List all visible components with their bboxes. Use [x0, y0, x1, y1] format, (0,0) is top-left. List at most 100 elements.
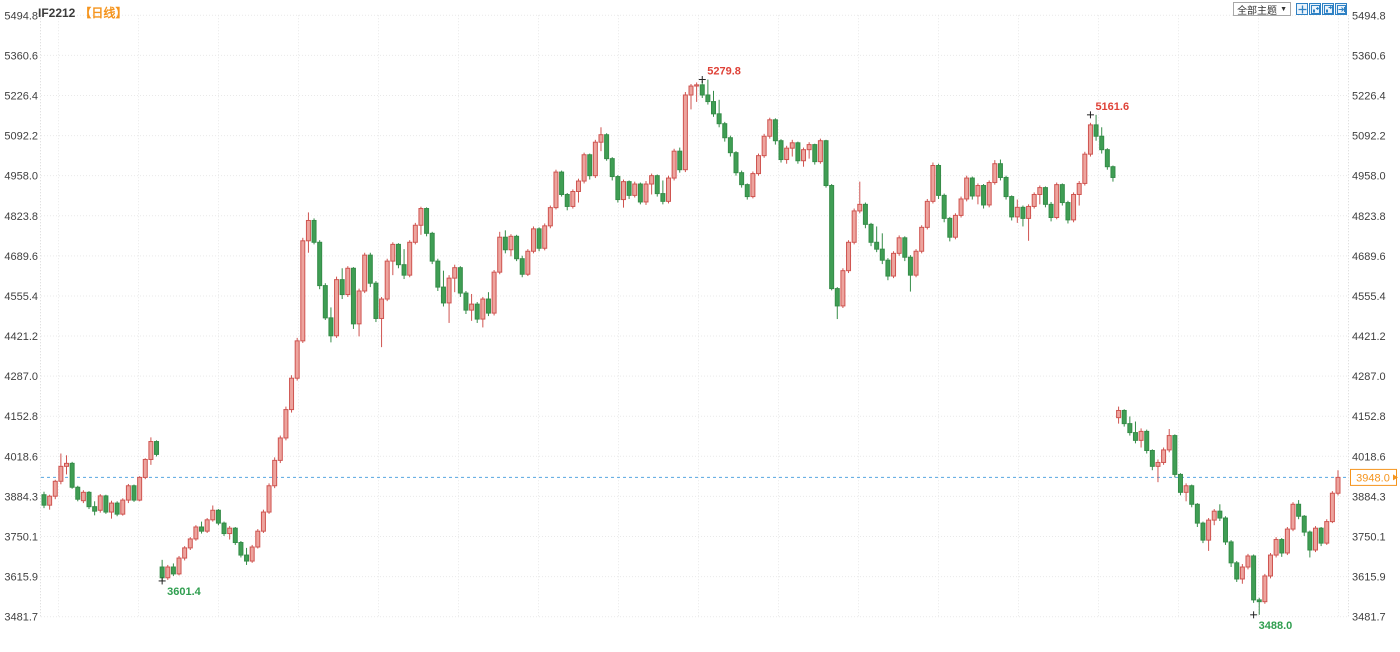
page-right-icon[interactable]: [1322, 3, 1334, 15]
candle-body: [1307, 531, 1313, 551]
candle-body: [570, 190, 576, 207]
candle-body: [266, 485, 272, 513]
candle-body: [367, 254, 373, 284]
candle-body: [812, 144, 818, 163]
chart-title: IF2212 【日线】: [38, 4, 127, 21]
candle-body: [823, 140, 829, 187]
candle-body: [272, 459, 278, 487]
candle-body: [221, 522, 227, 535]
candle-body: [1251, 555, 1257, 601]
candle-body: [665, 177, 671, 202]
y-axis-label-right: 4689.6: [1352, 251, 1386, 263]
candle-body: [92, 506, 98, 512]
period-label: 【日线】: [79, 6, 128, 20]
candle-body: [311, 219, 317, 243]
candle-body: [1172, 435, 1178, 475]
candle-body: [694, 84, 700, 87]
candle-body: [615, 176, 621, 201]
y-axis-label-left: 5360.6: [4, 50, 38, 62]
candle-body: [435, 260, 441, 288]
y-axis-label-left: 3481.7: [4, 612, 38, 624]
candle-body: [981, 185, 987, 206]
candle-body: [109, 502, 115, 513]
candle-body: [463, 292, 469, 311]
y-axis-label-right: 3884.3: [1352, 491, 1386, 503]
candle-body: [125, 485, 131, 501]
candle-body: [857, 203, 863, 212]
candle-body: [767, 119, 773, 137]
themes-dropdown[interactable]: 全部主题 ▼: [1233, 2, 1291, 17]
candle-body: [964, 177, 970, 200]
candle-body: [1009, 196, 1015, 218]
y-axis-label-right: 5494.8: [1352, 10, 1386, 22]
zoom-icon[interactable]: [1296, 3, 1308, 15]
candle-body: [1020, 206, 1026, 219]
y-axis-label-left: 3884.3: [4, 491, 38, 503]
candle-body: [801, 149, 807, 162]
y-axis-label-right: 3615.9: [1352, 572, 1386, 584]
y-axis-label-left: 5226.4: [4, 90, 38, 102]
candle-body: [581, 154, 587, 182]
candle-body: [868, 223, 874, 243]
candle-body: [260, 511, 266, 532]
candle-body: [1161, 449, 1167, 463]
candle-body: [1082, 153, 1088, 184]
y-axis-label-left: 4958.0: [4, 171, 38, 183]
candle-body: [1149, 450, 1155, 467]
candle-body: [165, 566, 171, 579]
candle-body: [851, 210, 857, 243]
candle-body: [429, 232, 435, 262]
candle-body: [142, 458, 148, 478]
candle-body: [688, 85, 694, 96]
candle-body: [215, 509, 221, 524]
candle-body: [705, 94, 711, 103]
chart-toolbar: 全部主题 ▼: [1233, 2, 1347, 17]
candle-body: [756, 155, 762, 175]
candle-body: [1059, 184, 1065, 204]
candle-body: [300, 240, 306, 342]
candle-body: [1222, 517, 1228, 543]
candle-body: [1155, 461, 1161, 467]
candle-body: [289, 377, 295, 411]
candle-body: [1189, 485, 1195, 505]
candle-body: [1211, 510, 1217, 521]
y-axis-label-left: 4018.6: [4, 451, 38, 463]
candle-body: [739, 172, 745, 186]
candle-body: [1262, 575, 1268, 603]
candle-body: [952, 214, 958, 238]
candle-body: [1166, 435, 1172, 451]
candle-body: [1273, 539, 1279, 556]
y-axis-label-right: 4421.2: [1352, 331, 1386, 343]
candle-body: [671, 150, 677, 179]
candle-body: [227, 527, 233, 535]
candle-body: [1324, 521, 1330, 544]
candle-body: [761, 135, 767, 157]
candle-body: [1087, 124, 1093, 155]
y-axis-label-left: 4287.0: [4, 371, 38, 383]
y-axis-label-left: 4421.2: [4, 331, 38, 343]
candle-body: [137, 476, 143, 501]
candle-body: [632, 183, 638, 196]
candle-body: [941, 194, 947, 219]
candle-body: [485, 298, 491, 314]
price-arrow-icon: [1393, 474, 1398, 481]
candle-body: [452, 267, 458, 279]
candle-body: [69, 462, 75, 488]
candle-body: [1312, 527, 1318, 551]
page-left-icon[interactable]: [1309, 3, 1321, 15]
page-end-icon[interactable]: [1335, 3, 1347, 15]
candle-body: [249, 546, 255, 562]
candle-body: [480, 298, 486, 320]
candle-body: [609, 158, 615, 178]
candle-body: [896, 237, 902, 254]
current-price-value: 3948.0: [1356, 472, 1390, 484]
candle-body: [547, 207, 553, 227]
y-axis-label-left: 4555.4: [4, 291, 38, 303]
y-axis-label-right: 4287.0: [1352, 371, 1386, 383]
candle-body: [199, 526, 205, 532]
candle-body: [1031, 193, 1037, 207]
candle-body: [41, 494, 47, 506]
candle-body: [592, 141, 598, 177]
candle-body: [131, 485, 137, 501]
